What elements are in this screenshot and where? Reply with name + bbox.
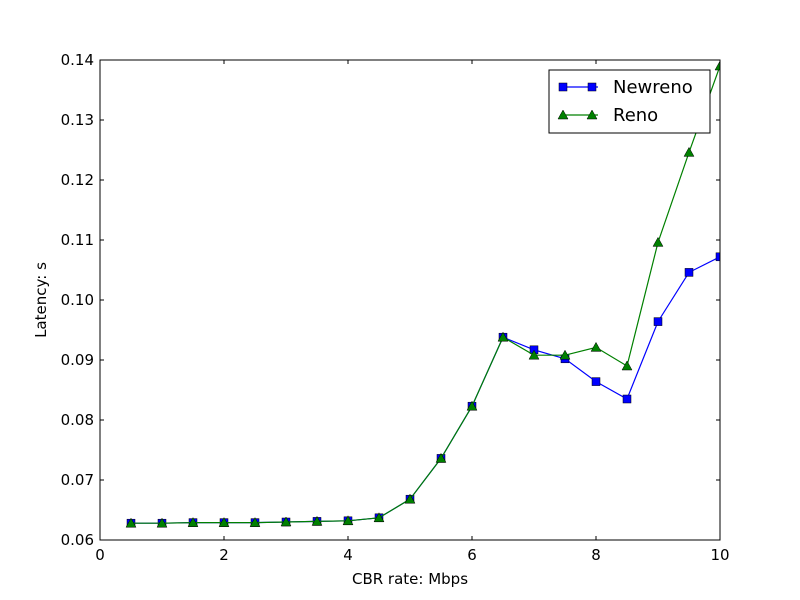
data-point-reno bbox=[342, 515, 354, 526]
data-point-reno bbox=[466, 400, 478, 411]
x-tick-label: 0 bbox=[95, 546, 105, 564]
data-point-reno bbox=[218, 517, 230, 527]
y-tick-label: 0.07 bbox=[61, 471, 94, 489]
x-tick-label: 2 bbox=[219, 546, 229, 564]
y-tick-label: 0.13 bbox=[61, 111, 94, 129]
y-tick-label: 0.06 bbox=[61, 531, 94, 549]
data-point-newreno bbox=[715, 252, 720, 262]
legend-label-reno: Reno bbox=[613, 105, 658, 126]
data-point-reno bbox=[497, 331, 509, 342]
data-point-reno bbox=[404, 493, 416, 504]
y-tick-label: 0.10 bbox=[61, 291, 94, 309]
data-point-newreno bbox=[684, 268, 694, 277]
y-tick-label: 0.11 bbox=[61, 231, 94, 249]
data-point-reno bbox=[683, 146, 695, 157]
legend-marker-reno bbox=[557, 109, 569, 120]
legend-marker-newreno bbox=[587, 82, 597, 92]
legend-box bbox=[548, 69, 711, 134]
series-newreno bbox=[126, 252, 720, 528]
legend-marker-newreno bbox=[558, 82, 568, 92]
data-point-newreno bbox=[653, 317, 663, 326]
series-reno bbox=[125, 60, 720, 528]
y-tick-label: 0.09 bbox=[61, 351, 94, 369]
x-tick-label: 6 bbox=[467, 546, 477, 564]
data-point-reno bbox=[373, 512, 385, 523]
data-point-reno bbox=[187, 517, 199, 527]
legend-marker-reno bbox=[586, 109, 598, 120]
ticks-layer: 0 2 4 6 8 10 0.06 0.07 0.08 0.09 0.10 0.11 0.12 0.13 0… bbox=[61, 51, 730, 564]
series-line-reno bbox=[131, 65, 720, 524]
series-layer bbox=[125, 60, 720, 528]
data-point-reno bbox=[280, 516, 292, 527]
data-point-newreno bbox=[622, 394, 632, 404]
data-point-reno bbox=[621, 360, 633, 371]
x-tick-label: 10 bbox=[710, 546, 729, 564]
data-point-reno bbox=[714, 60, 720, 71]
data-point-reno bbox=[559, 349, 571, 360]
x-axis-label: CBR rate: Mbps bbox=[352, 570, 468, 588]
data-point-reno bbox=[311, 515, 323, 526]
data-point-reno bbox=[528, 349, 540, 360]
legend: Newreno Reno bbox=[548, 69, 711, 134]
x-tick-label: 8 bbox=[591, 546, 601, 564]
y-axis-label: Latency: s bbox=[32, 262, 50, 338]
x-tick-label: 4 bbox=[343, 546, 353, 564]
data-point-reno bbox=[590, 341, 602, 352]
series-line-newreno bbox=[131, 256, 720, 524]
data-point-reno bbox=[652, 236, 664, 247]
y-tick-label: 0.14 bbox=[61, 51, 94, 69]
y-tick-label: 0.12 bbox=[61, 171, 94, 189]
legend-label-newreno: Newreno bbox=[613, 77, 693, 98]
data-point-reno bbox=[156, 517, 168, 528]
data-point-reno bbox=[125, 517, 137, 528]
y-tick-label: 0.08 bbox=[61, 411, 94, 429]
data-point-reno bbox=[435, 452, 447, 463]
data-point-reno bbox=[249, 517, 261, 527]
data-point-newreno bbox=[591, 377, 601, 386]
